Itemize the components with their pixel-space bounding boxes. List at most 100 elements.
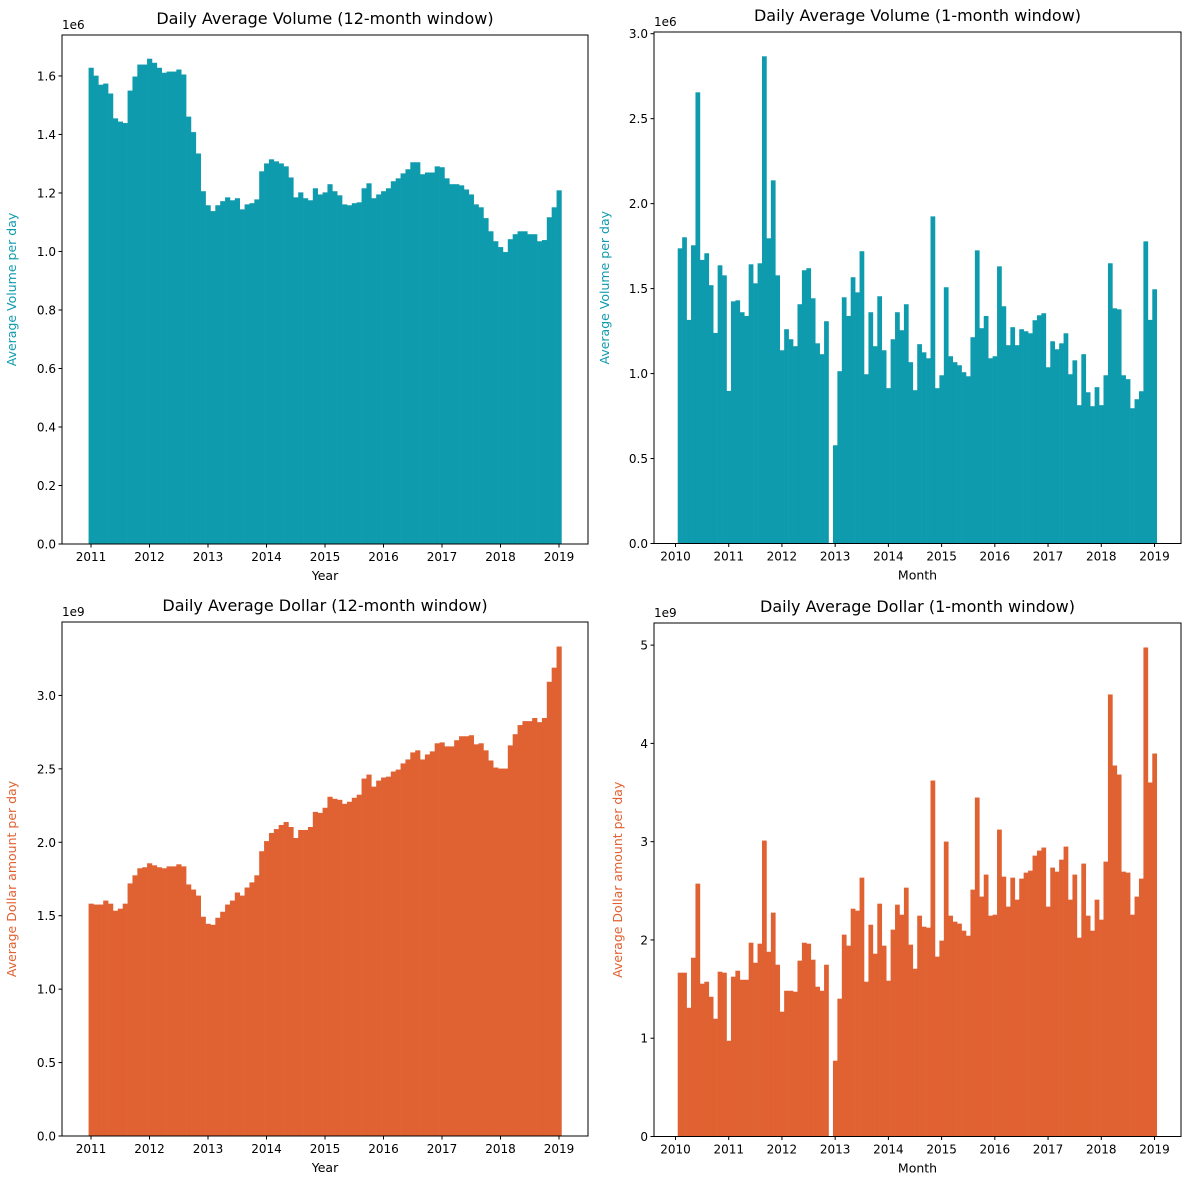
bar (151, 62, 158, 544)
bar (797, 960, 803, 1137)
bar (770, 180, 776, 544)
bar (493, 241, 499, 545)
x-axis-label: Month (898, 568, 937, 583)
bar (507, 239, 513, 544)
x-tick-label: 2014 (873, 1143, 904, 1157)
bar (917, 915, 922, 1137)
axes-frame (653, 622, 1182, 1137)
bar (983, 874, 989, 1137)
bar (850, 277, 856, 544)
bar (254, 875, 260, 1136)
y-tick-label: 1.5 (629, 282, 648, 296)
bar (327, 184, 333, 544)
bar (244, 204, 250, 544)
bar (220, 911, 226, 1136)
bar (1050, 867, 1056, 1137)
bar (273, 829, 279, 1136)
chart-title: Daily Average Volume (1-month window) (754, 6, 1081, 25)
y-tick-label: 0 (640, 1130, 648, 1144)
bar (405, 759, 411, 1136)
bar (921, 926, 927, 1137)
bar (293, 838, 299, 1136)
x-tick-label: 2018 (485, 1142, 516, 1156)
y-tick-label: 0.0 (37, 538, 56, 552)
bar (797, 304, 803, 544)
bar (713, 1018, 718, 1137)
bar (215, 917, 221, 1136)
y-tick-label: 2.5 (37, 762, 56, 776)
bar (868, 312, 874, 544)
bar (895, 904, 900, 1137)
bar (943, 841, 949, 1137)
bar (881, 350, 887, 544)
x-tick-label: 2013 (820, 1143, 851, 1157)
bar (215, 205, 221, 544)
bar (726, 390, 732, 544)
bar (98, 904, 104, 1136)
bar (921, 352, 927, 544)
bar (1028, 870, 1033, 1137)
bar (1138, 878, 1144, 1137)
bar (1054, 349, 1060, 544)
bar (220, 201, 226, 544)
bar (390, 181, 396, 544)
x-tick-label: 2018 (1086, 550, 1117, 564)
bar (695, 92, 701, 544)
bar (983, 315, 989, 544)
bar (156, 867, 162, 1136)
bar (988, 358, 993, 544)
x-tick-label: 2016 (980, 1143, 1011, 1157)
bar (161, 72, 167, 545)
bar (1059, 343, 1064, 544)
bar (1010, 877, 1016, 1137)
bar (356, 794, 362, 1136)
bar (1116, 774, 1122, 1137)
bar (784, 329, 789, 544)
bar (307, 200, 314, 544)
bar (899, 914, 905, 1137)
bar (190, 132, 197, 544)
bar (234, 892, 240, 1136)
bar (806, 268, 812, 544)
bar (210, 924, 216, 1136)
bar (1072, 874, 1078, 1137)
bar (103, 83, 109, 544)
bar (147, 863, 153, 1136)
bar (103, 900, 109, 1136)
bar (502, 768, 509, 1136)
bar (463, 736, 470, 1136)
y-tick-label: 1.6 (37, 69, 56, 83)
bar (288, 827, 294, 1136)
bar (1143, 647, 1149, 1137)
bar (332, 191, 338, 544)
y-tick-label: 2.0 (629, 197, 648, 211)
bar (488, 760, 494, 1136)
bar (1112, 765, 1118, 1137)
bar (307, 827, 314, 1136)
bar (459, 736, 465, 1136)
bar (686, 319, 692, 544)
bar (793, 346, 798, 544)
bar (498, 768, 504, 1136)
bar (225, 904, 231, 1136)
bar (753, 962, 758, 1137)
bar (478, 207, 484, 545)
bar (1068, 899, 1073, 1137)
bar (473, 744, 479, 1136)
bar (1081, 354, 1087, 544)
bar (988, 915, 993, 1137)
bar (1130, 408, 1135, 544)
bar (1001, 876, 1007, 1137)
bar (1103, 375, 1109, 544)
bar (1125, 872, 1131, 1137)
bar (903, 887, 909, 1137)
bar (1019, 878, 1024, 1137)
x-tick-label: 2014 (873, 550, 904, 564)
bar (429, 172, 435, 545)
bar (366, 774, 372, 1136)
bar (195, 153, 201, 544)
bar (507, 745, 513, 1136)
y-tick-label: 5 (640, 639, 648, 653)
bar (1112, 308, 1118, 544)
